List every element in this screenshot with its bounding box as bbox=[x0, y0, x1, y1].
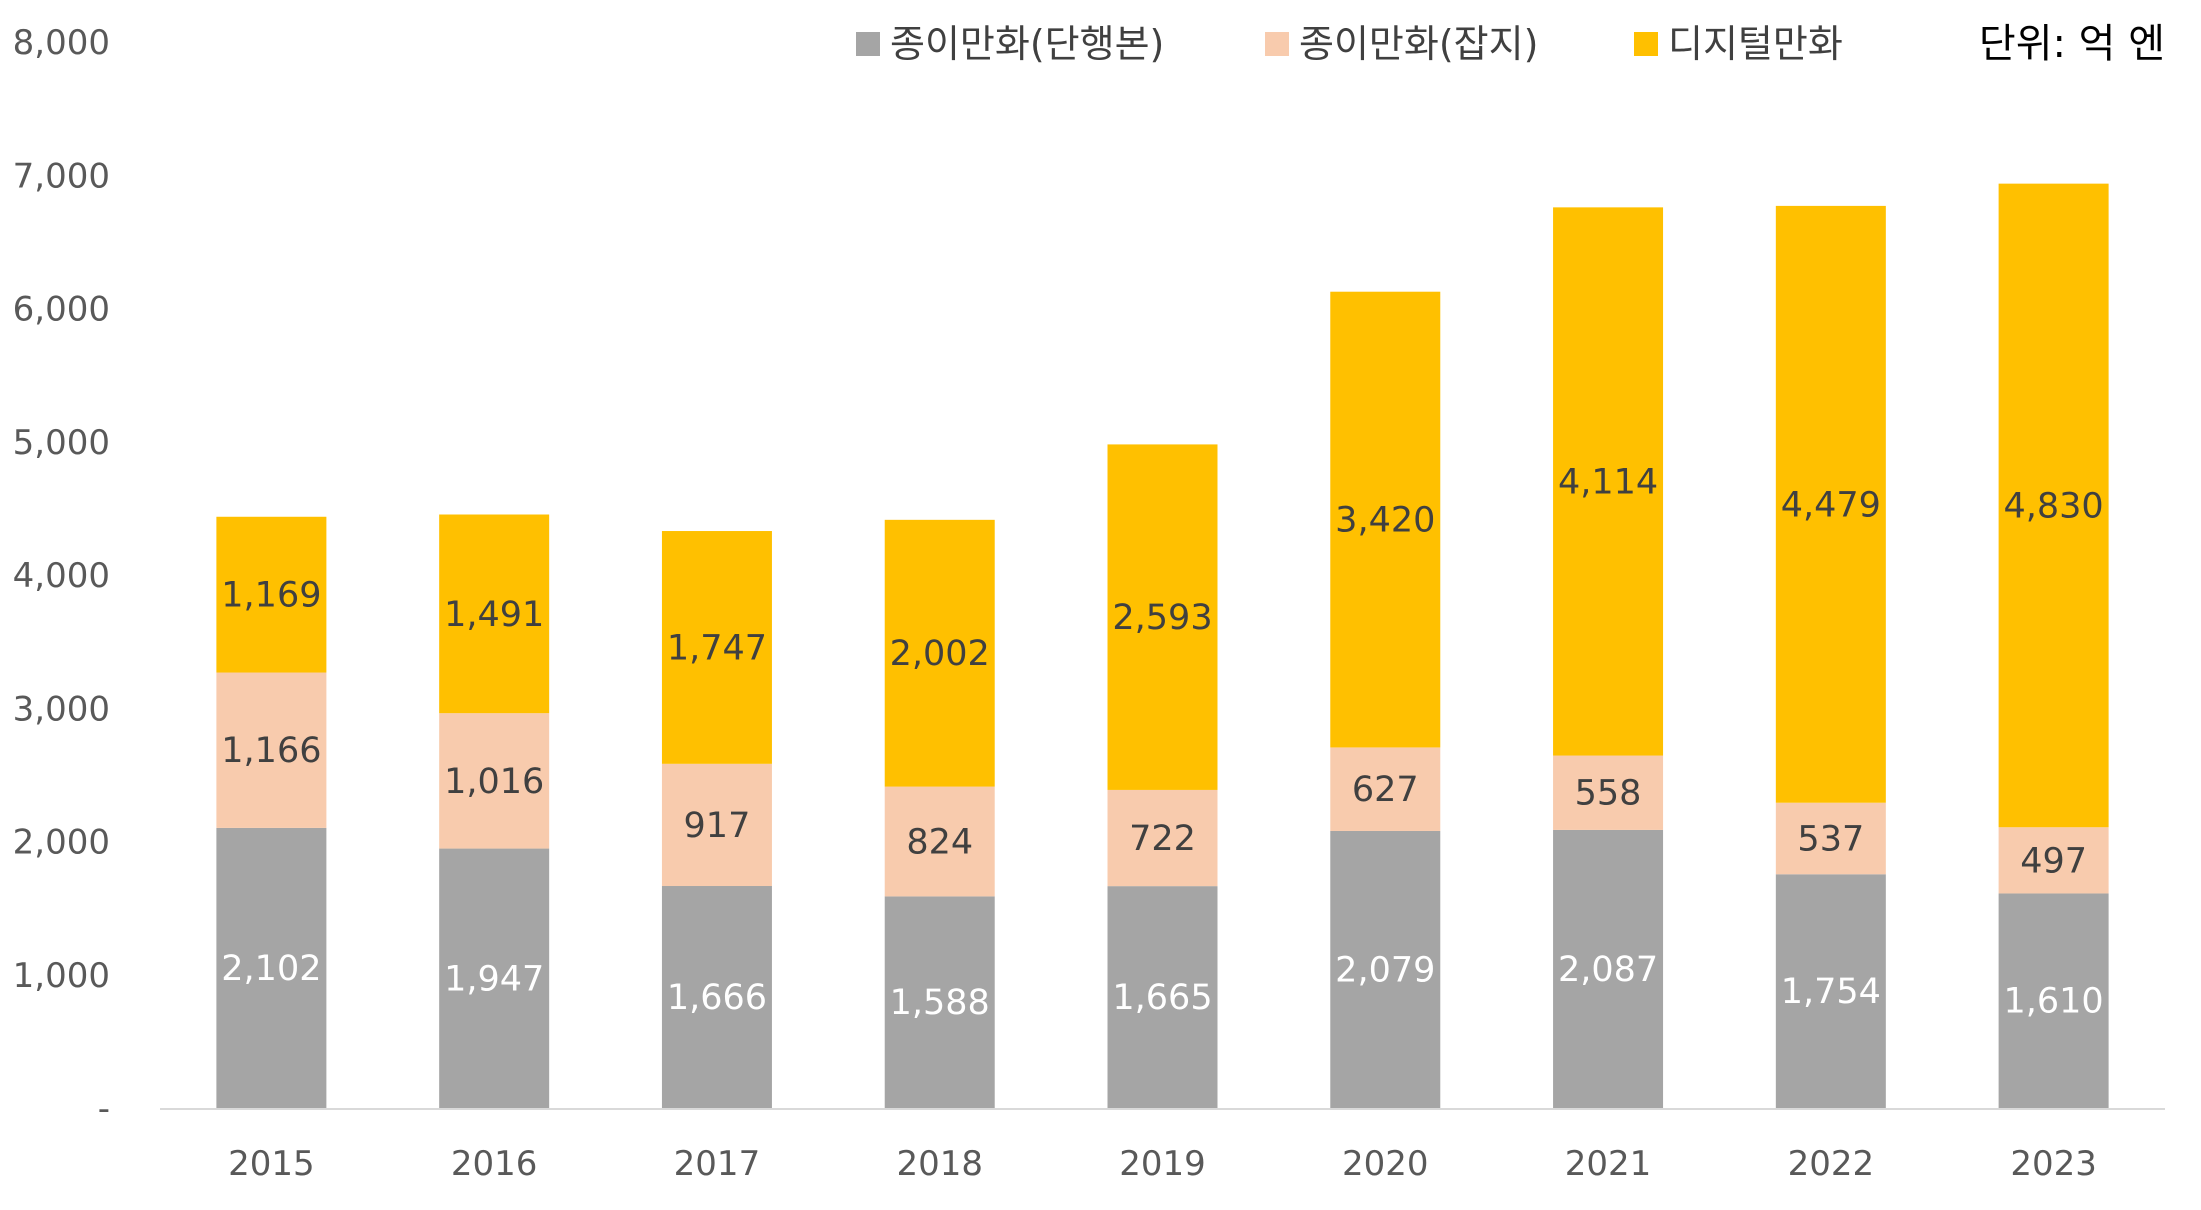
legend-label: 종이만화(잡지) bbox=[1299, 22, 1538, 66]
bar-segment-s1-2023 bbox=[1998, 827, 2109, 894]
x-tick-label: 2017 bbox=[674, 1144, 761, 1184]
bar-segment-s2-2021 bbox=[1553, 207, 1664, 756]
data-label-s0-2015: 2,102 bbox=[221, 949, 321, 989]
data-label-s1-2021: 558 bbox=[1575, 774, 1642, 814]
data-label-s2-2022: 4,479 bbox=[1781, 485, 1881, 525]
data-label-s0-2017: 1,666 bbox=[667, 978, 767, 1018]
data-label-s1-2022: 537 bbox=[1797, 820, 1864, 860]
bar-segment-s2-2023 bbox=[1998, 183, 2109, 828]
data-label-s2-2017: 1,747 bbox=[667, 628, 767, 668]
legend-label: 디지털만화 bbox=[1668, 22, 1843, 66]
bar-group-2022: 1,754 537 4,479 bbox=[1775, 205, 1886, 1108]
data-label-s1-2020: 627 bbox=[1352, 770, 1419, 810]
bar-area: 2,1021,1661,1691,9471,0161,4911,6669171,… bbox=[216, 183, 2109, 1108]
bar-group-2018: 1,588 824 2,002 bbox=[884, 519, 995, 1108]
legend-item-2: 디지털만화 bbox=[1634, 22, 1843, 66]
y-axis: - 1,000 2,000 3,000 4,000 5,000 6,000 7,000 8,00… bbox=[13, 23, 110, 1129]
x-tick-label: 2021 bbox=[1565, 1144, 1652, 1184]
bar-segment-s2-2015 bbox=[216, 516, 327, 673]
bar-segment-s0-2021 bbox=[1553, 829, 1664, 1108]
data-label-s1-2019: 722 bbox=[1129, 819, 1196, 859]
legend-swatch bbox=[856, 32, 880, 56]
bar-segment-s0-2016 bbox=[439, 848, 550, 1108]
bar-segment-s1-2019 bbox=[1107, 789, 1218, 887]
data-label-s1-2018: 824 bbox=[906, 823, 973, 863]
data-label-s0-2023: 1,610 bbox=[2004, 982, 2104, 1022]
data-label-s0-2022: 1,754 bbox=[1781, 972, 1881, 1012]
bar-group-2019: 1,665 722 2,593 bbox=[1107, 444, 1218, 1108]
data-label-s1-2015: 1,166 bbox=[221, 731, 321, 771]
bar-segment-s1-2016 bbox=[439, 713, 550, 849]
y-tick-label: 3,000 bbox=[13, 689, 110, 729]
x-tick-label: 2023 bbox=[2010, 1144, 2097, 1184]
y-tick-label: 7,000 bbox=[13, 156, 110, 196]
y-tick-label: 5,000 bbox=[13, 423, 110, 463]
bar-segment-s0-2017 bbox=[661, 886, 772, 1108]
legend: 종이만화(단행본) 종이만화(잡지) 디지털만화 bbox=[856, 22, 1843, 66]
y-tick-label: 2,000 bbox=[13, 823, 110, 863]
bar-segment-s0-2015 bbox=[216, 827, 327, 1108]
bar-segment-s2-2020 bbox=[1330, 291, 1441, 748]
x-tick-label: 2018 bbox=[896, 1144, 983, 1184]
unit-label: 단위: 억 엔 bbox=[1979, 21, 2165, 67]
data-label-s2-2018: 2,002 bbox=[890, 634, 990, 674]
bar-segment-s0-2022 bbox=[1775, 874, 1886, 1108]
bar-segment-s1-2017 bbox=[661, 763, 772, 887]
bar-segment-s2-2017 bbox=[661, 531, 772, 764]
y-tick-label: 1,000 bbox=[13, 956, 110, 996]
bar-segment-s2-2018 bbox=[884, 519, 995, 787]
bar-segment-s2-2022 bbox=[1775, 205, 1886, 803]
bar-segment-s1-2020 bbox=[1330, 747, 1441, 831]
y-tick-label: 8,000 bbox=[13, 23, 110, 63]
bar-group-2023: 1,610 497 4,830 bbox=[1998, 183, 2109, 1108]
data-label-s2-2016: 1,491 bbox=[444, 595, 544, 635]
bar-group-2020: 2,079 627 3,420 bbox=[1330, 291, 1441, 1108]
data-label-s0-2018: 1,588 bbox=[890, 983, 990, 1023]
x-tick-label: 2015 bbox=[228, 1144, 315, 1184]
data-label-s2-2021: 4,114 bbox=[1558, 462, 1658, 502]
data-label-s0-2021: 2,087 bbox=[1558, 950, 1658, 990]
bar-group-2015: 2,102 1,166 1,169 bbox=[216, 516, 327, 1108]
data-label-s2-2020: 3,420 bbox=[1335, 501, 1435, 541]
bar-segment-s0-2020 bbox=[1330, 830, 1441, 1108]
bar-segment-s1-2021 bbox=[1553, 755, 1664, 830]
bar-segment-s1-2022 bbox=[1775, 802, 1886, 875]
data-label-s0-2020: 2,079 bbox=[1335, 950, 1435, 990]
x-axis: 2015 2016 2017 2018 2019 2020 2021 2022 2023 bbox=[160, 1108, 2165, 1184]
x-tick-label: 2016 bbox=[451, 1144, 538, 1184]
bar-segment-s0-2019 bbox=[1107, 886, 1218, 1108]
bar-segment-s1-2015 bbox=[216, 672, 327, 828]
bar-group-2017: 1,666 917 1,747 bbox=[661, 531, 772, 1108]
data-label-s1-2016: 1,016 bbox=[444, 762, 544, 802]
legend-label: 종이만화(단행본) bbox=[890, 22, 1164, 66]
legend-item-1: 종이만화(잡지) bbox=[1265, 22, 1538, 66]
y-tick-label: 4,000 bbox=[13, 556, 110, 596]
bar-segment-s2-2019 bbox=[1107, 444, 1218, 790]
data-label-s0-2019: 1,665 bbox=[1112, 978, 1212, 1018]
x-tick-label: 2022 bbox=[1788, 1144, 1875, 1184]
bar-segment-s2-2016 bbox=[439, 514, 550, 714]
y-tick-label: 6,000 bbox=[13, 290, 110, 330]
bar-group-2016: 1,947 1,016 1,491 bbox=[439, 514, 550, 1108]
legend-swatch bbox=[1634, 32, 1658, 56]
legend-swatch bbox=[1265, 32, 1289, 56]
x-tick-label: 2020 bbox=[1342, 1144, 1429, 1184]
bar-segment-s0-2018 bbox=[884, 896, 995, 1108]
x-tick-label: 2019 bbox=[1119, 1144, 1206, 1184]
data-label-s1-2017: 917 bbox=[684, 806, 751, 846]
data-label-s2-2019: 2,593 bbox=[1112, 598, 1212, 638]
data-label-s1-2023: 497 bbox=[2020, 841, 2087, 881]
bar-segment-s0-2023 bbox=[1998, 893, 2109, 1108]
legend-item-0: 종이만화(단행본) bbox=[856, 22, 1164, 66]
data-label-s2-2015: 1,169 bbox=[221, 576, 321, 616]
data-label-s2-2023: 4,830 bbox=[2004, 486, 2104, 526]
bar-segment-s1-2018 bbox=[884, 786, 995, 897]
bar-group-2021: 2,087 558 4,114 bbox=[1553, 207, 1664, 1108]
data-label-s0-2016: 1,947 bbox=[444, 959, 544, 999]
y-tick-label: - bbox=[98, 1089, 110, 1129]
